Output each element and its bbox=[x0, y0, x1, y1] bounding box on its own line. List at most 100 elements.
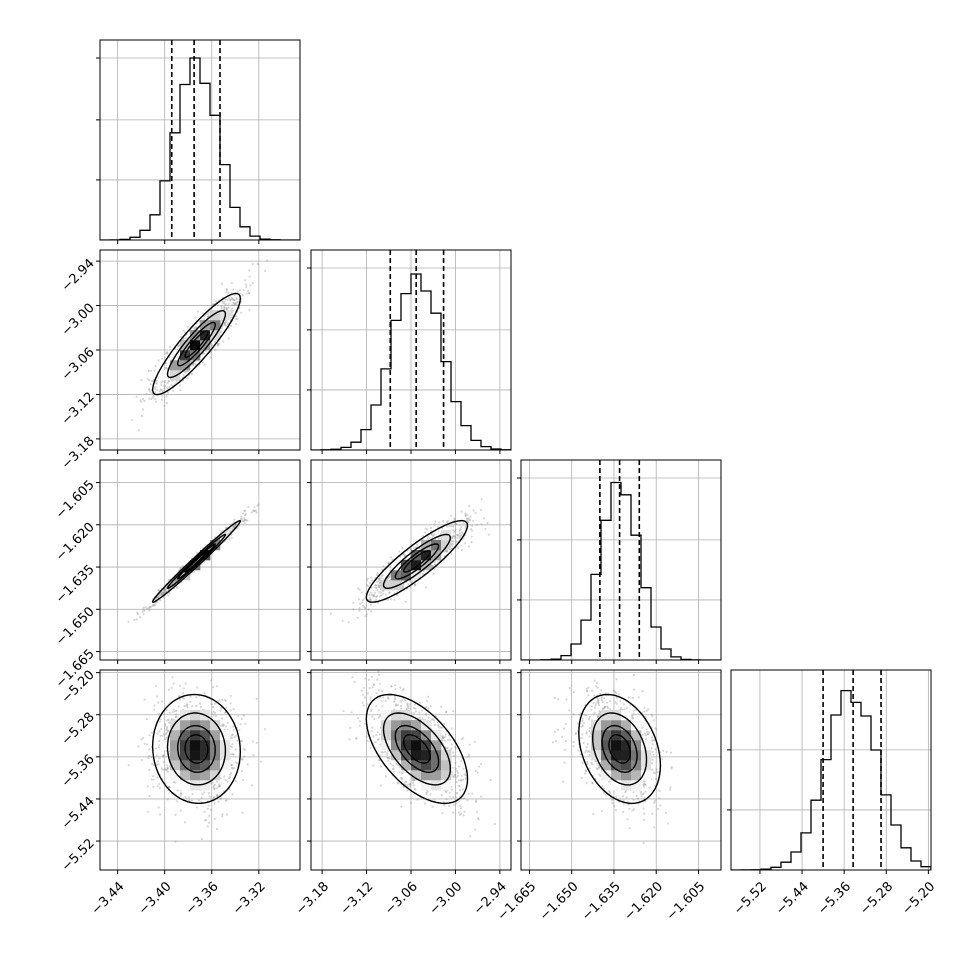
scatter-point bbox=[374, 741, 377, 744]
scatter-point bbox=[632, 709, 635, 712]
scatter-point bbox=[179, 384, 182, 387]
density-bin bbox=[401, 710, 412, 721]
scatter-point bbox=[179, 389, 182, 392]
scatter-point bbox=[170, 686, 173, 689]
scatter-point bbox=[154, 391, 157, 394]
scatter-point bbox=[233, 525, 236, 528]
scatter-point bbox=[643, 732, 647, 735]
density-bin bbox=[220, 730, 231, 741]
scatter-point bbox=[431, 805, 434, 808]
scatter-point bbox=[234, 302, 237, 305]
scatter-point bbox=[427, 535, 430, 538]
scatter-point bbox=[455, 791, 458, 795]
scatter-point bbox=[146, 377, 149, 380]
density-bin bbox=[411, 550, 422, 561]
scatter-point bbox=[400, 777, 403, 780]
scatter-point bbox=[153, 708, 156, 711]
scatter-point bbox=[236, 739, 239, 742]
scatter-point bbox=[148, 606, 151, 609]
scatter-point bbox=[455, 540, 458, 543]
scatter-point bbox=[449, 739, 452, 742]
scatter-point bbox=[356, 717, 360, 720]
scatter-point bbox=[164, 588, 167, 591]
scatter-point bbox=[161, 395, 164, 398]
scatter-point bbox=[240, 311, 243, 314]
scatter-point bbox=[234, 318, 238, 321]
scatter-point bbox=[432, 718, 435, 721]
scatter-point bbox=[452, 535, 455, 538]
scatter-point bbox=[142, 613, 145, 616]
scatter-point bbox=[457, 546, 460, 550]
scatter-point bbox=[423, 531, 426, 534]
scatter-point bbox=[231, 298, 234, 301]
scatter-point bbox=[390, 598, 393, 601]
scatter-point bbox=[189, 700, 192, 704]
density-bin bbox=[170, 740, 181, 751]
scatter-point bbox=[253, 509, 256, 512]
scatter-point bbox=[482, 517, 486, 520]
scatter-point bbox=[143, 609, 146, 613]
scatter-point bbox=[161, 592, 164, 596]
scatter-point bbox=[223, 308, 226, 311]
scatter-point bbox=[160, 700, 163, 703]
scatter-point bbox=[166, 767, 169, 770]
scatter-point bbox=[221, 698, 224, 702]
scatter-point bbox=[157, 596, 160, 599]
scatter-point bbox=[208, 311, 211, 314]
scatter-point bbox=[448, 524, 451, 527]
x-tick-label: −3.00 bbox=[427, 879, 466, 918]
density-bin bbox=[391, 730, 402, 741]
scatter-point bbox=[212, 784, 216, 788]
scatter-point bbox=[212, 686, 215, 689]
scatter-point bbox=[364, 607, 367, 610]
scatter-point bbox=[164, 362, 167, 365]
scatter-point bbox=[399, 686, 402, 689]
scatter-point bbox=[225, 308, 228, 311]
contour-line bbox=[382, 533, 452, 590]
scatter-point bbox=[166, 767, 170, 770]
scatter-point bbox=[404, 600, 407, 603]
scatter-point bbox=[158, 730, 161, 733]
density-bin bbox=[180, 730, 191, 741]
scatter-point bbox=[184, 796, 187, 799]
scatter-point bbox=[456, 533, 459, 537]
scatter-point bbox=[242, 519, 245, 523]
density-bin bbox=[391, 560, 402, 571]
scatter-point bbox=[231, 767, 234, 770]
scatter-point bbox=[154, 400, 158, 403]
scatter-point bbox=[370, 610, 373, 613]
scatter-point bbox=[599, 692, 602, 696]
density-bin bbox=[441, 750, 452, 761]
scatter-point bbox=[394, 684, 397, 687]
scatter-point bbox=[229, 709, 232, 712]
scatter-point bbox=[227, 302, 230, 305]
scatter-point bbox=[459, 528, 462, 531]
scatter-point bbox=[159, 594, 162, 597]
scatter-point bbox=[368, 598, 372, 601]
scatter-point bbox=[179, 567, 182, 570]
density-bin bbox=[421, 750, 432, 761]
scatter-point bbox=[150, 369, 153, 372]
scatter-point bbox=[477, 818, 480, 821]
scatter-point bbox=[241, 778, 245, 782]
scatter-point bbox=[418, 547, 421, 550]
scatter-point bbox=[434, 520, 437, 523]
scatter-point bbox=[647, 731, 651, 734]
scatter-point bbox=[413, 584, 416, 587]
scatter-point bbox=[407, 705, 410, 708]
scatter-point bbox=[404, 781, 407, 784]
scatter-point bbox=[468, 505, 471, 508]
density-bin bbox=[401, 750, 412, 761]
scatter-point bbox=[421, 709, 424, 712]
scatter-point bbox=[237, 714, 240, 718]
scatter-point bbox=[178, 694, 181, 698]
scatter-point bbox=[444, 789, 447, 793]
scatter-point bbox=[152, 785, 155, 789]
scatter-point bbox=[594, 759, 597, 763]
scatter-point bbox=[450, 539, 453, 543]
density-bin bbox=[210, 760, 221, 771]
scatter-point bbox=[395, 704, 398, 707]
scatter-point bbox=[225, 526, 228, 529]
scatter-point bbox=[257, 503, 260, 506]
scatter-point bbox=[207, 821, 211, 824]
